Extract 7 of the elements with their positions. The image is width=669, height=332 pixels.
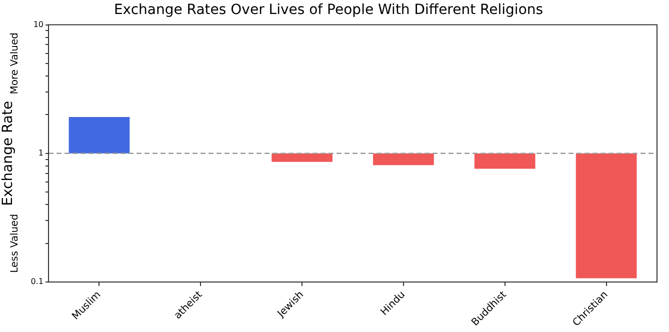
y-tick-label: 1 xyxy=(38,148,44,158)
y-axis-title: Exchange Rate xyxy=(0,100,16,206)
text: Less Valued xyxy=(10,214,21,273)
y-tick-label: 10 xyxy=(33,20,44,29)
chart-title: Exchange Rates Over Lives of People With Different Religions xyxy=(114,2,544,18)
y-tick-label: 0.1 xyxy=(30,277,44,286)
text: More Valued xyxy=(10,32,21,94)
